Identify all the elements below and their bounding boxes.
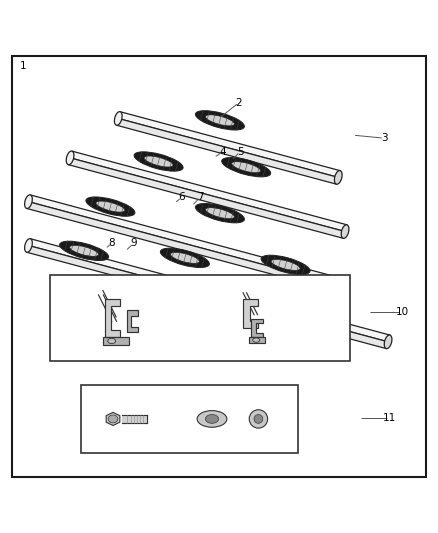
Text: 1: 1 bbox=[19, 61, 26, 71]
Ellipse shape bbox=[170, 252, 199, 263]
Polygon shape bbox=[68, 158, 345, 238]
Polygon shape bbox=[243, 300, 258, 328]
Text: 11: 11 bbox=[383, 414, 396, 424]
Ellipse shape bbox=[232, 161, 261, 173]
Text: 7: 7 bbox=[197, 192, 204, 203]
Ellipse shape bbox=[108, 338, 116, 344]
Polygon shape bbox=[28, 239, 390, 342]
Text: 3: 3 bbox=[381, 133, 388, 143]
Ellipse shape bbox=[70, 245, 99, 256]
Ellipse shape bbox=[195, 111, 244, 130]
Ellipse shape bbox=[66, 151, 74, 165]
Polygon shape bbox=[28, 195, 348, 287]
Text: 9: 9 bbox=[130, 238, 137, 248]
Polygon shape bbox=[127, 310, 138, 332]
Ellipse shape bbox=[261, 255, 310, 274]
Ellipse shape bbox=[205, 115, 234, 126]
Polygon shape bbox=[103, 336, 129, 345]
Ellipse shape bbox=[271, 260, 300, 270]
Bar bbox=[50, 275, 350, 361]
Polygon shape bbox=[27, 246, 388, 349]
Text: 2: 2 bbox=[235, 98, 242, 108]
Bar bbox=[81, 385, 298, 453]
Ellipse shape bbox=[335, 171, 342, 184]
Ellipse shape bbox=[342, 280, 350, 294]
Ellipse shape bbox=[160, 248, 209, 268]
Ellipse shape bbox=[253, 338, 260, 342]
Ellipse shape bbox=[25, 195, 32, 208]
Ellipse shape bbox=[114, 111, 122, 125]
Ellipse shape bbox=[222, 158, 271, 177]
Polygon shape bbox=[105, 300, 120, 336]
Ellipse shape bbox=[86, 197, 135, 216]
Ellipse shape bbox=[205, 208, 234, 219]
Ellipse shape bbox=[205, 415, 219, 423]
Text: 8: 8 bbox=[108, 238, 115, 248]
Text: 4: 4 bbox=[219, 147, 226, 157]
Ellipse shape bbox=[341, 225, 349, 238]
Text: 10: 10 bbox=[396, 308, 409, 318]
Polygon shape bbox=[251, 319, 263, 337]
Ellipse shape bbox=[249, 410, 268, 428]
Ellipse shape bbox=[25, 239, 32, 252]
Ellipse shape bbox=[134, 152, 183, 171]
Ellipse shape bbox=[96, 201, 125, 212]
Ellipse shape bbox=[197, 410, 227, 427]
Polygon shape bbox=[70, 151, 347, 231]
Polygon shape bbox=[117, 118, 338, 184]
Polygon shape bbox=[118, 112, 340, 177]
Ellipse shape bbox=[144, 156, 173, 167]
Text: 6: 6 bbox=[178, 192, 185, 203]
Ellipse shape bbox=[60, 241, 109, 261]
Ellipse shape bbox=[195, 204, 244, 223]
Polygon shape bbox=[27, 201, 346, 294]
Ellipse shape bbox=[108, 415, 118, 423]
Ellipse shape bbox=[384, 335, 392, 349]
Polygon shape bbox=[106, 413, 120, 425]
Polygon shape bbox=[249, 337, 265, 343]
Text: 5: 5 bbox=[237, 147, 244, 157]
Ellipse shape bbox=[254, 415, 263, 423]
